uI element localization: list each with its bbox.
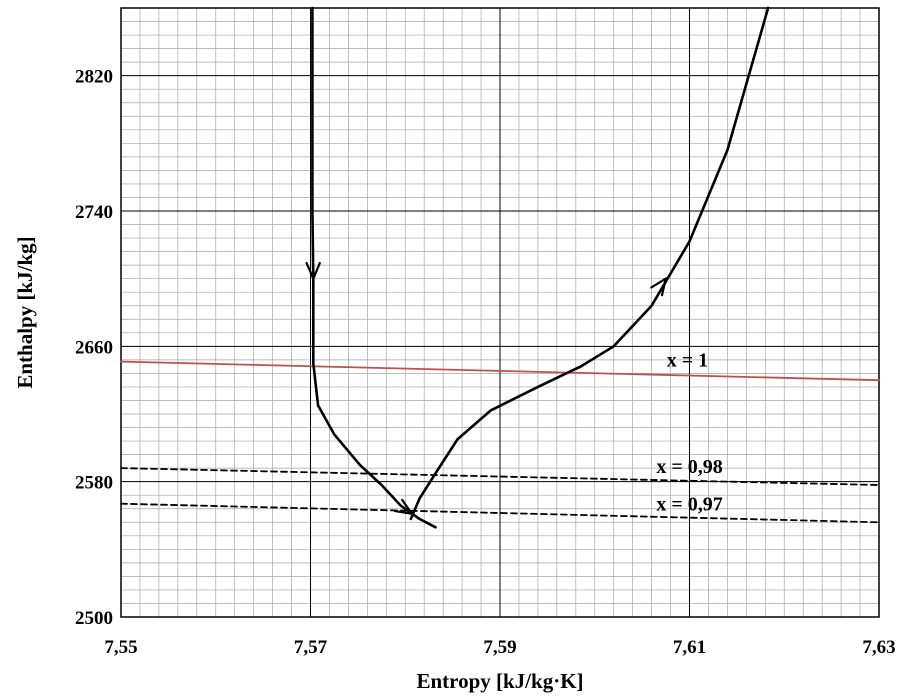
x-tick-label: 7,57 <box>294 637 328 658</box>
x-tick-label: 7,59 <box>483 637 516 658</box>
series-2-label: x = 0,97 <box>656 493 722 515</box>
series-1-label: x = 0,98 <box>656 456 722 478</box>
y-axis-label: Enthalpy [kJ/kg] <box>13 236 37 388</box>
y-tick-label: 2500 <box>75 608 113 629</box>
series-3-line <box>312 8 435 527</box>
y-tick-label: 2660 <box>75 337 113 358</box>
y-axis-ticks: 2500 2580 2660 2740 2820 <box>75 67 113 629</box>
series-4-line <box>411 8 768 519</box>
series-0-label: x = 1 <box>667 350 708 372</box>
x-tick-label: 7,55 <box>104 637 137 658</box>
x-axis-ticks: 7,55 7,57 7,59 7,61 7,63 <box>104 637 895 658</box>
y-tick-label: 2820 <box>75 67 113 88</box>
y-tick-label: 2740 <box>75 202 113 223</box>
x-axis-label: Entropy [kJ/kg·K] <box>416 669 583 693</box>
y-tick-label: 2580 <box>75 473 113 494</box>
x-tick-label: 7,63 <box>862 637 895 658</box>
x-tick-label: 7,61 <box>673 637 706 658</box>
